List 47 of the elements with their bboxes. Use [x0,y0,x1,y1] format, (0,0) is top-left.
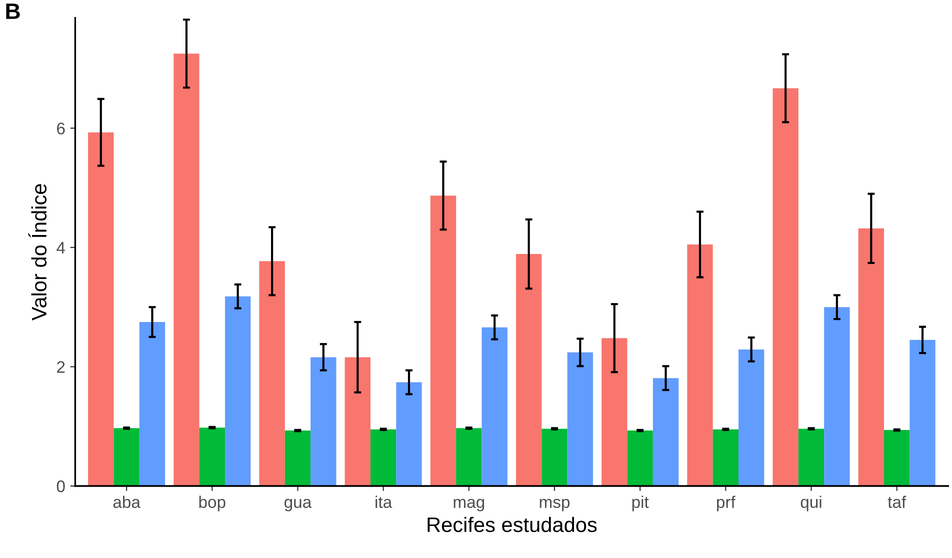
x-tick-label: msp [540,498,570,512]
x-tick-label: ita [376,496,392,508]
bar [798,428,824,486]
x-tick-label: bop [199,496,226,512]
y-tick-label: 4 [56,242,65,254]
bar [687,244,713,486]
x-axis-title: Recifes estudados [428,516,597,532]
x-tick-label: prf [717,496,736,512]
bar [516,254,542,486]
bar [482,327,508,486]
x-tick-label: qui [800,496,822,512]
y-tick-label: 6 [57,122,65,134]
bar [430,196,456,486]
bar [114,428,140,486]
bar [627,430,653,486]
bar [542,428,568,486]
bar [567,352,594,486]
bar [310,357,336,486]
text: B [6,4,20,19]
bar [652,378,679,486]
y-tick-label: 2 [57,361,65,373]
x-tick-label: pit [632,496,649,512]
bar [712,429,739,486]
bar [88,132,114,486]
y-axis-title: Valor do Índice [28,184,47,321]
bar [738,349,764,486]
x-tick-label: aba [113,496,140,508]
bar [910,340,936,486]
bar [224,296,251,486]
bar [884,430,910,486]
bar [456,428,482,486]
bar [344,357,370,486]
bar [199,428,225,486]
bar [858,228,884,486]
bar [824,307,850,486]
bar [259,261,285,486]
bar [370,429,396,486]
bar [602,338,628,486]
x-tick-label: mag [454,498,484,512]
bar [396,382,422,486]
x-tick-label: gua [284,498,312,512]
bar [284,430,311,486]
y-tick-label: 0 [56,480,65,492]
x-tick-label: taf [888,496,906,508]
bar [772,88,798,486]
bar [139,322,166,486]
bar [174,54,200,486]
